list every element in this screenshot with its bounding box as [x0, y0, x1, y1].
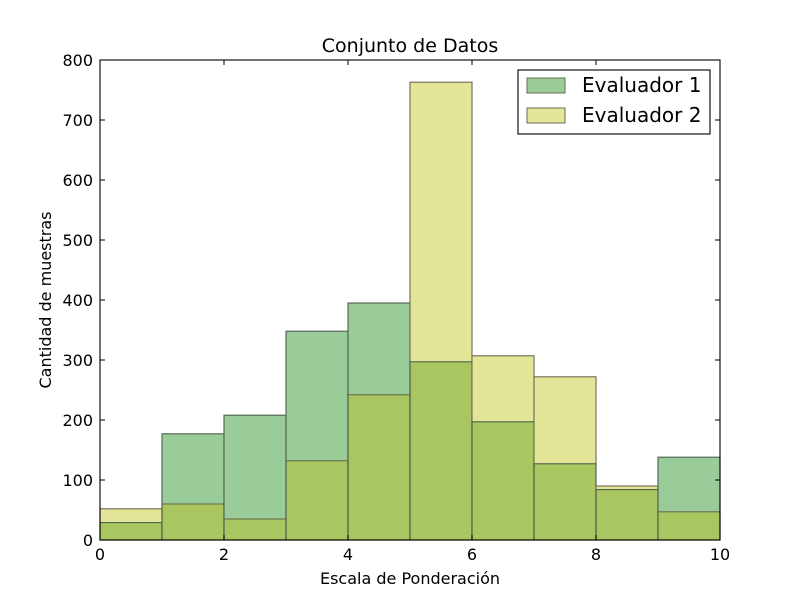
bar-overlap [534, 463, 596, 540]
x-axis-label: Escala de Ponderación [320, 569, 500, 588]
bar-overlap [472, 421, 534, 540]
bar-overlap [348, 394, 410, 540]
y-tick-label: 700 [62, 111, 93, 130]
legend-label: Evaluador 2 [582, 103, 701, 127]
bar-overlap [162, 504, 224, 540]
bar-upper [534, 376, 596, 464]
y-tick-label: 200 [62, 411, 93, 430]
chart-title: Conjunto de Datos [322, 35, 498, 57]
x-tick-label: 4 [343, 545, 353, 564]
x-tick-label: 2 [219, 545, 229, 564]
x-tick-label: 8 [591, 545, 601, 564]
bar-overlap [410, 361, 472, 540]
bar-upper [100, 508, 162, 523]
bar-upper [472, 355, 534, 422]
bar-overlap [658, 511, 720, 540]
x-tick-label: 10 [710, 545, 730, 564]
bar-upper [596, 486, 658, 490]
bar-upper [410, 82, 472, 362]
bar-upper [348, 303, 410, 395]
bar-upper [658, 457, 720, 512]
y-tick-label: 100 [62, 471, 93, 490]
bars-layer [99, 81, 721, 541]
bar-upper [286, 331, 348, 461]
bar-overlap [224, 519, 286, 540]
bar-overlap [596, 489, 658, 540]
bar-overlap [286, 460, 348, 540]
x-tick-label: 6 [467, 545, 477, 564]
y-tick-label: 500 [62, 231, 93, 250]
legend-swatch [526, 77, 566, 94]
y-tick-label: 0 [83, 531, 93, 550]
x-tick-label: 0 [95, 545, 105, 564]
y-tick-label: 800 [62, 51, 93, 70]
y-axis-label: Cantidad de muestras [36, 211, 55, 388]
y-tick-label: 300 [62, 351, 93, 370]
bar-overlap [100, 522, 162, 540]
legend-label: Evaluador 1 [582, 73, 701, 97]
bar-upper [224, 415, 286, 519]
legend: Evaluador 1 Evaluador 2 [517, 69, 711, 135]
bar-upper [162, 433, 224, 504]
y-tick-label: 600 [62, 171, 93, 190]
y-tick-label: 400 [62, 291, 93, 310]
legend-swatch [526, 107, 566, 124]
